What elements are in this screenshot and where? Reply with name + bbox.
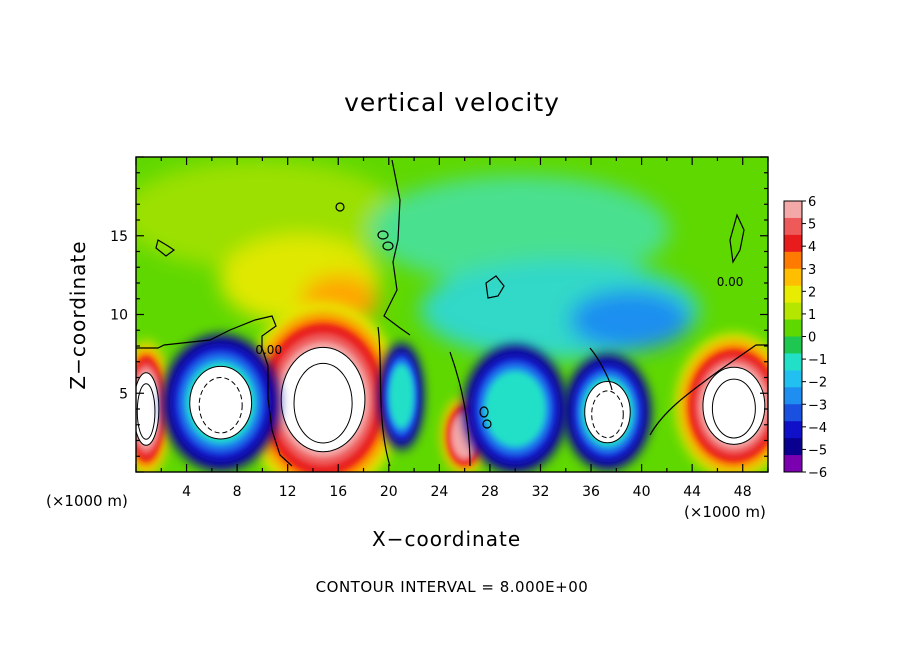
downdraft-inner-contour — [591, 390, 624, 439]
colorbar-label: 4 — [808, 240, 816, 255]
contour-loop-b — [377, 230, 389, 240]
x-tick-label: 16 — [329, 484, 347, 500]
x-tick-label: 28 — [481, 484, 499, 500]
colorbar-swatch — [784, 404, 802, 422]
downdraft-cell-7 — [380, 343, 422, 450]
x-unit-left: (×1000 m) — [46, 492, 128, 510]
colorbar-swatch — [784, 319, 802, 337]
y-axis: 5 10 15 — [110, 156, 768, 473]
colorbar-swatch — [784, 421, 802, 439]
downdraft-core — [189, 366, 252, 439]
updraft-core-contour — [280, 346, 366, 453]
downdraft-cell-5 — [564, 354, 651, 470]
downdraft-inner-contour — [198, 377, 243, 434]
x-tick-label: 20 — [380, 484, 398, 500]
contour-label-0: 0.00 — [255, 343, 282, 357]
updraft-core — [702, 367, 765, 445]
colorbar-swatch — [784, 455, 802, 473]
colorbar-swatch — [784, 251, 802, 270]
updraft-inner-contour — [293, 362, 353, 444]
y-tick-label: 15 — [110, 229, 128, 245]
colorbar-label: −4 — [808, 421, 827, 436]
downdraft-core-contour — [584, 381, 631, 444]
updraft-core-contour — [702, 366, 766, 445]
field-blue-tint — [570, 290, 690, 350]
x-axis-label: X−coordinate — [372, 527, 522, 551]
contour-zero-right-cell — [589, 347, 613, 391]
updraft-inner-contour — [136, 383, 156, 440]
colorbar-label: 5 — [808, 218, 816, 233]
contour-zero-mid-left — [377, 326, 391, 467]
contour-label-1: 0.00 — [717, 275, 744, 289]
colorbar-swatch — [784, 387, 802, 405]
colorbar-label: 6 — [808, 195, 816, 210]
colorbar-label: −3 — [808, 398, 827, 413]
x-tick-label: 40 — [633, 484, 651, 500]
updraft-inner-contour — [711, 378, 756, 439]
updraft-core-contour — [136, 372, 160, 446]
colorbar-label: −2 — [808, 376, 827, 391]
contour-loop-c — [335, 202, 345, 212]
downdraft-cell-6 — [464, 345, 567, 472]
downdraft-core — [584, 381, 631, 443]
velocity-field — [136, 157, 768, 472]
contour-closed-right — [729, 213, 745, 264]
colorbar-swatch — [784, 268, 802, 287]
updraft-cell-2 — [675, 333, 768, 472]
colorbar-swatch — [784, 234, 802, 253]
downdraft-band-4 — [484, 371, 546, 447]
y-tick-label: 5 — [119, 386, 128, 402]
colorbar: 6 5 4 3 2 1 0 −1 −2 −3 −4 −5 −6 — [783, 195, 827, 481]
updraft-cell-1 — [244, 301, 402, 472]
contour-loop-a — [382, 241, 394, 251]
colorbar-swatch — [784, 370, 802, 388]
contour-interval-note: CONTOUR INTERVAL = 8.000E+00 — [315, 578, 589, 596]
colorbar-label: −5 — [808, 443, 827, 458]
colorbar-label: −6 — [808, 466, 827, 481]
updraft-core — [281, 347, 365, 452]
colorbar-label: −1 — [808, 353, 827, 368]
colorbar-label: 3 — [808, 263, 816, 278]
y-axis-label: Z−coordinate — [66, 240, 90, 390]
contour-zero-upper — [383, 159, 411, 336]
colorbar-swatch — [784, 302, 802, 321]
colorbar-label: 2 — [808, 285, 816, 300]
contour-zero-mid — [449, 351, 471, 467]
contour-labels: 0.00 0.00 — [255, 275, 743, 357]
x-tick-label: 12 — [279, 484, 297, 500]
colorbar-swatch — [784, 285, 802, 304]
x-tick-label: 8 — [233, 484, 242, 500]
colorbar-swatch — [784, 438, 802, 456]
colorbar-swatch — [784, 353, 802, 371]
contour-closed-small — [485, 275, 505, 299]
colorbar-label: 1 — [808, 308, 816, 323]
x-tick-label: 36 — [582, 484, 600, 500]
contour-lines — [136, 159, 768, 467]
colorbar-swatch — [784, 217, 802, 236]
downdraft-band-4 — [389, 364, 414, 428]
x-tick-label: 32 — [532, 484, 550, 500]
x-axis: 4 8 12 16 20 24 28 32 36 40 44 48 — [135, 157, 769, 500]
colorbar-swatch — [784, 201, 802, 219]
contour-loop-e — [482, 419, 492, 429]
downdraft-core-contour — [189, 365, 253, 440]
downdraft-cell-4 — [162, 334, 279, 471]
contour-loop-d — [479, 406, 489, 418]
field-upper-cool-tint — [370, 175, 670, 285]
contour-zero-right — [649, 344, 768, 436]
y-tick-label: 10 — [110, 308, 128, 324]
updraft-cell-0 — [136, 340, 170, 472]
contour-closed-left — [155, 239, 176, 257]
colorbar-swatch — [784, 336, 802, 354]
x-tick-label: 4 — [182, 484, 191, 500]
x-tick-label: 48 — [734, 484, 752, 500]
x-unit-right: (×1000 m) — [684, 503, 766, 521]
contour-zero-left — [136, 315, 293, 467]
chart-title: vertical velocity — [344, 88, 560, 117]
colorbar-label: 0 — [808, 331, 816, 346]
x-tick-label: 24 — [430, 484, 448, 500]
x-tick-label: 44 — [683, 484, 701, 500]
